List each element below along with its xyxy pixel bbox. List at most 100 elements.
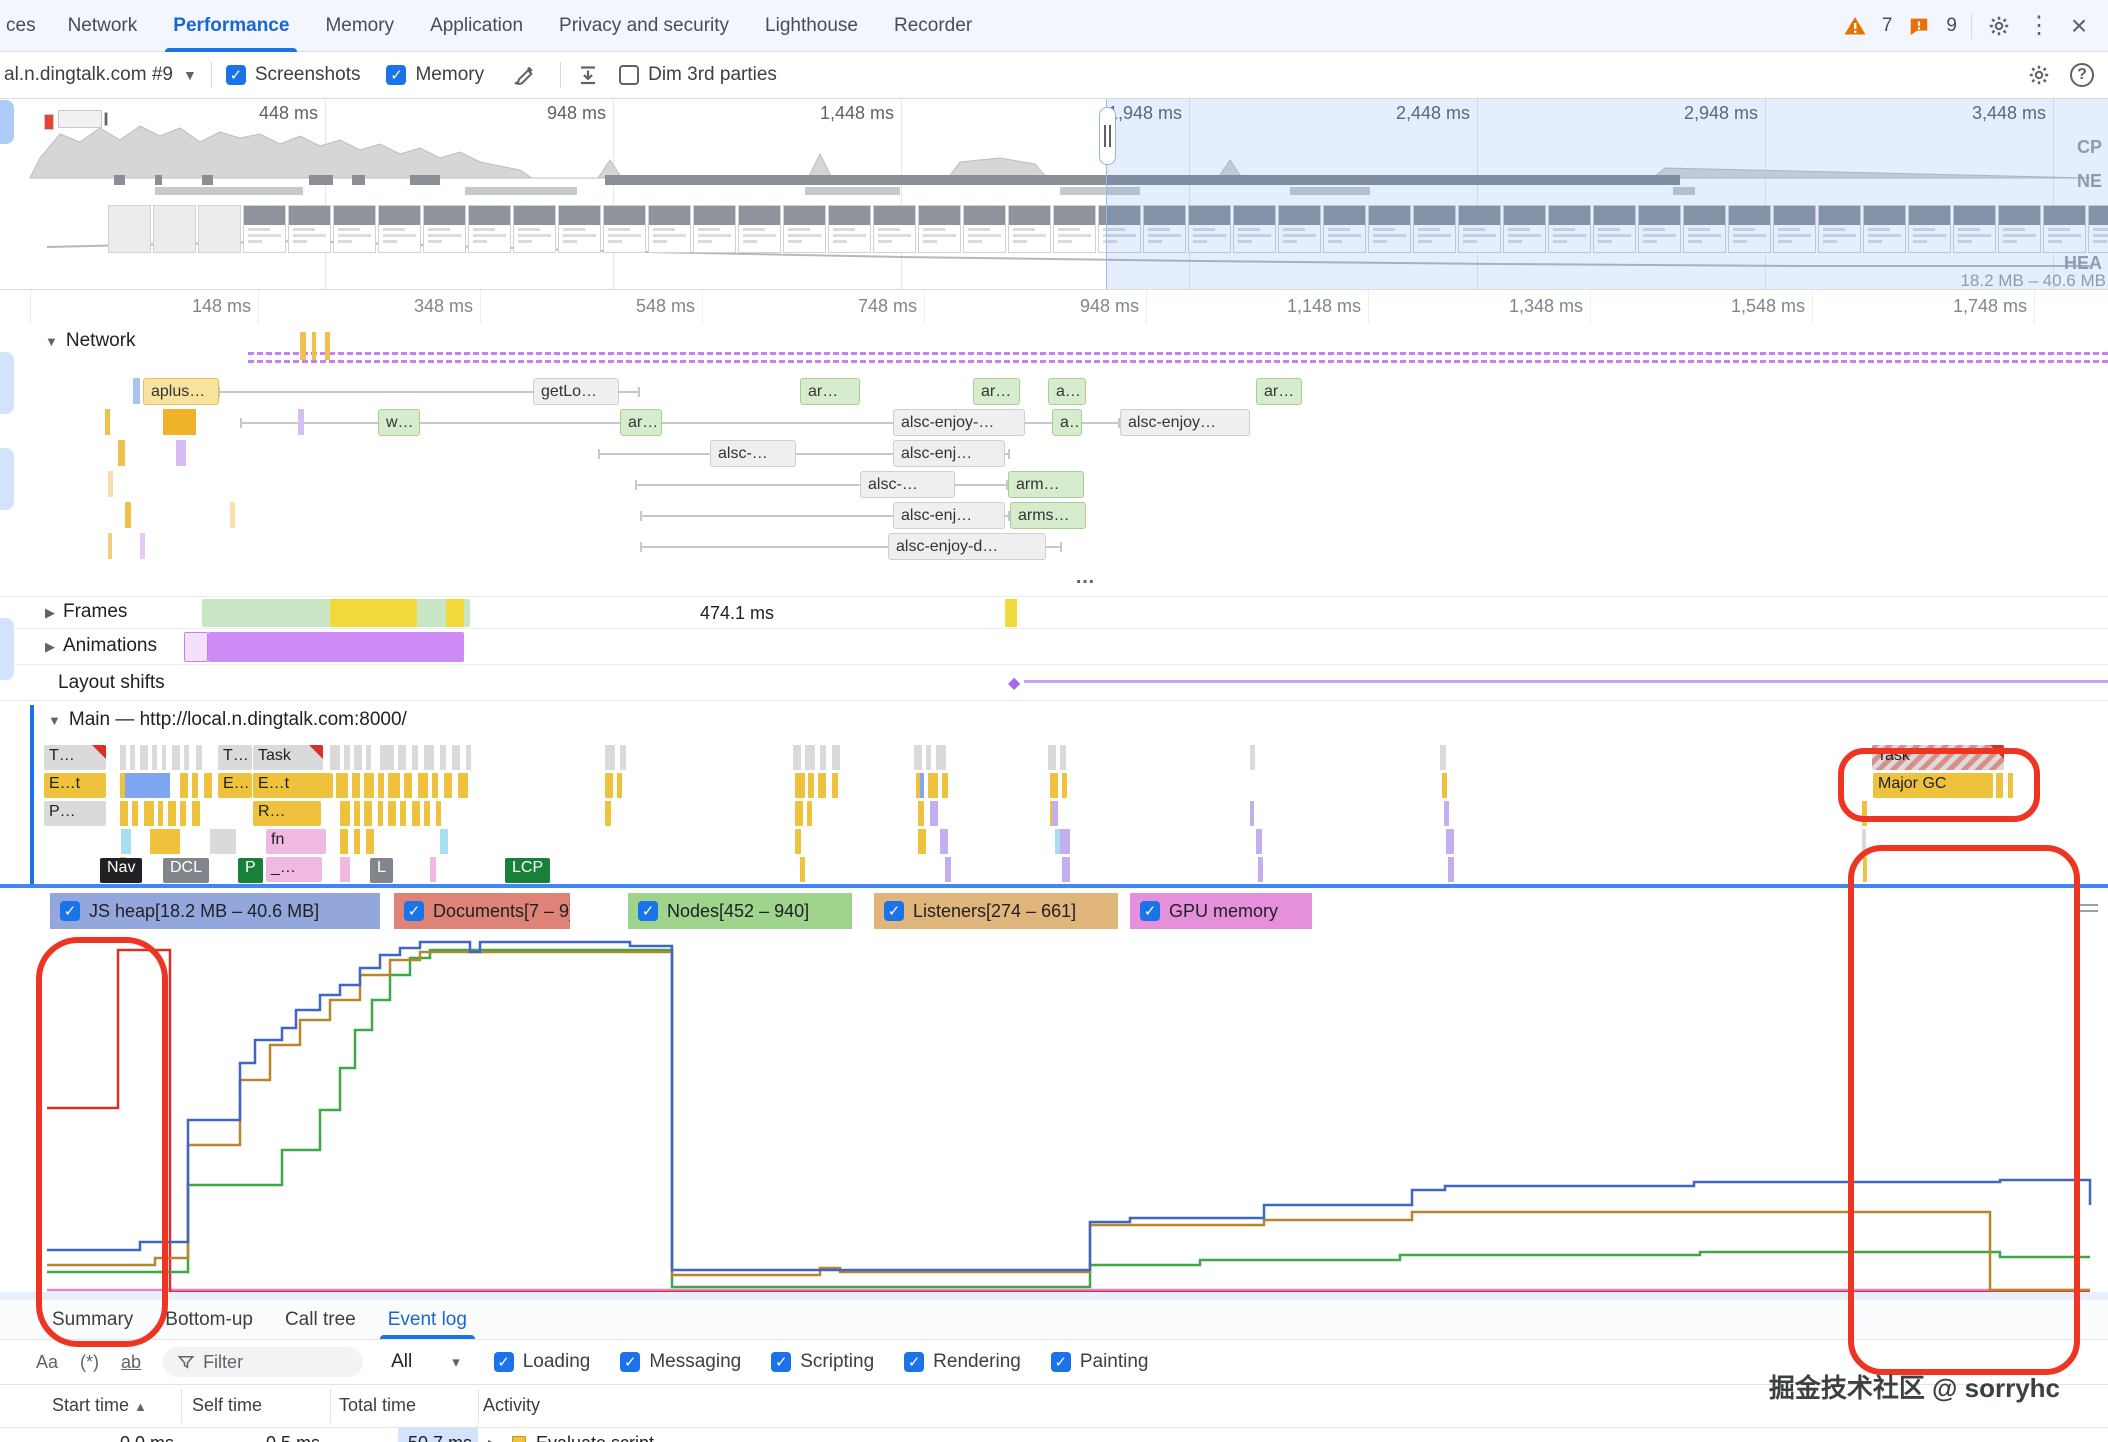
flame-event-[interactable]: _… [266, 857, 322, 882]
filmstrip-thumbnail[interactable] [738, 205, 781, 253]
flame-bar[interactable] [805, 745, 815, 770]
layout-shifts-section-header[interactable]: Layout shifts [58, 672, 165, 693]
network-request[interactable]: alsc-enjoy-d… [888, 533, 1046, 560]
network-request[interactable]: ar… [1256, 378, 1302, 405]
flame-bar[interactable] [936, 745, 946, 770]
flame-bar[interactable] [942, 773, 948, 798]
flame-bar[interactable] [400, 801, 406, 826]
legend-checkbox[interactable]: ✓ [1140, 901, 1160, 921]
network-request[interactable]: alsc-… [710, 440, 796, 467]
flame-bar[interactable] [928, 773, 938, 798]
filmstrip-thumbnail[interactable] [333, 205, 376, 253]
flame-bar[interactable] [364, 801, 372, 826]
memory-legend-item[interactable]: ✓ GPU memory [1130, 893, 1312, 929]
flame-bar[interactable] [1055, 829, 1063, 854]
flame-bar[interactable] [354, 801, 360, 826]
filmstrip-thumbnail[interactable] [1233, 205, 1276, 253]
flame-event-task[interactable]: Task [253, 745, 323, 770]
flame-bar[interactable] [344, 745, 350, 770]
filmstrip-thumbnail[interactable] [1728, 205, 1771, 253]
regex-icon[interactable]: (*) [80, 1351, 100, 1372]
tab-privacy-and-security[interactable]: Privacy and security [559, 14, 730, 36]
flame-bar[interactable] [1052, 801, 1058, 826]
legend-checkbox[interactable]: ✓ [884, 901, 904, 921]
flame-bar[interactable] [204, 773, 212, 798]
memory-legend-item[interactable]: ✓ JS heap[18.2 MB – 40.6 MB] [50, 893, 380, 929]
details-tab-call-tree[interactable]: Call tree [284, 1309, 356, 1330]
flame-bar[interactable] [440, 745, 446, 770]
filmstrip-thumbnail[interactable] [648, 205, 691, 253]
network-request[interactable]: alsc-enjoy… [1120, 409, 1250, 436]
flame-bar[interactable] [458, 773, 468, 798]
legend-checkbox[interactable]: ✓ [404, 901, 424, 921]
flame-bar[interactable] [412, 801, 420, 826]
flame-bar[interactable] [210, 829, 236, 854]
memory-counters-chart[interactable] [0, 934, 2108, 1292]
flame-bar[interactable] [340, 801, 350, 826]
flame-event-p[interactable]: P… [44, 801, 106, 826]
flame-bar[interactable] [1060, 745, 1066, 770]
frames-section-header[interactable]: ▶ Frames [45, 601, 128, 622]
flame-bar[interactable] [364, 773, 374, 798]
flame-bar[interactable] [404, 773, 412, 798]
flame-bar[interactable] [2008, 773, 2013, 798]
tab-recorder[interactable]: Recorder [894, 14, 973, 36]
flame-bar[interactable] [352, 773, 360, 798]
tab-lighthouse[interactable]: Lighthouse [765, 14, 858, 36]
flame-bar[interactable] [330, 745, 340, 770]
filmstrip-thumbnail[interactable] [1458, 205, 1501, 253]
flame-bar[interactable] [926, 745, 931, 770]
flame-bar[interactable] [158, 801, 163, 826]
network-request[interactable]: ar… [800, 378, 860, 405]
flame-bar[interactable] [1256, 829, 1262, 854]
flame-bar[interactable] [340, 829, 348, 854]
flame-bar[interactable] [366, 745, 371, 770]
network-request[interactable]: getLo… [533, 378, 619, 405]
main-track-header[interactable]: ▼ Main — http://local.n.dingtalk.com:8000… [48, 709, 407, 730]
flame-bar[interactable] [1446, 829, 1454, 854]
flame-bar[interactable] [1444, 801, 1449, 826]
filmstrip-thumbnail[interactable] [1548, 205, 1591, 253]
network-request[interactable]: aplus… [143, 378, 219, 405]
gc-brush-icon[interactable] [510, 62, 536, 88]
flame-bar[interactable] [378, 801, 383, 826]
network-request[interactable]: alsc-enjoy-… [893, 409, 1025, 436]
filmstrip-thumbnail[interactable] [468, 205, 511, 253]
flame-bar[interactable] [440, 829, 448, 854]
filmstrip-thumbnail[interactable] [693, 205, 736, 253]
close-icon[interactable]: × [2070, 9, 2088, 41]
dim-3rd-parties-checkbox[interactable]: Dim 3rd parties [619, 64, 777, 86]
flame-bar[interactable] [1062, 773, 1067, 798]
flame-bar[interactable] [800, 857, 805, 882]
more-menu-icon[interactable]: ⋮ [2027, 11, 2051, 39]
flame-bar[interactable] [795, 773, 805, 798]
flame-event-r[interactable]: R… [253, 801, 321, 826]
layout-shift-diamond-icon[interactable]: ◆ [1008, 675, 1021, 692]
help-icon[interactable]: ? [2070, 63, 2094, 87]
marker-l[interactable]: L [370, 858, 393, 883]
flame-bar[interactable] [945, 857, 951, 882]
column-header-start-time[interactable]: Start time ▲ [52, 1395, 147, 1415]
filmstrip-thumbnail[interactable] [1773, 205, 1816, 253]
filmstrip-thumbnail[interactable] [1998, 205, 2041, 253]
flame-bar[interactable] [120, 773, 125, 798]
marker-dcl[interactable]: DCL [163, 858, 210, 883]
network-request[interactable]: ar… [973, 378, 1020, 405]
tab-performance[interactable]: Performance [155, 0, 307, 52]
flame-bar[interactable] [808, 773, 814, 798]
flame-bar[interactable] [162, 745, 166, 770]
column-header-self-time[interactable]: Self time [192, 1395, 263, 1415]
flame-bar[interactable] [1060, 829, 1070, 854]
flame-bar[interactable] [436, 801, 441, 826]
details-tab-summary[interactable]: Summary [52, 1309, 134, 1330]
flame-bar[interactable] [832, 773, 838, 798]
flame-bar[interactable] [1050, 773, 1058, 798]
flame-bar[interactable] [388, 801, 396, 826]
filmstrip-thumbnail[interactable] [1593, 205, 1636, 253]
animation-bar[interactable] [208, 632, 464, 662]
flame-bar[interactable] [930, 801, 938, 826]
filmstrip-thumbnail[interactable] [1143, 205, 1186, 253]
network-request[interactable]: arm… [1008, 471, 1084, 498]
drag-handle-icon[interactable] [2080, 904, 2098, 916]
filmstrip-thumbnail[interactable] [108, 205, 151, 253]
